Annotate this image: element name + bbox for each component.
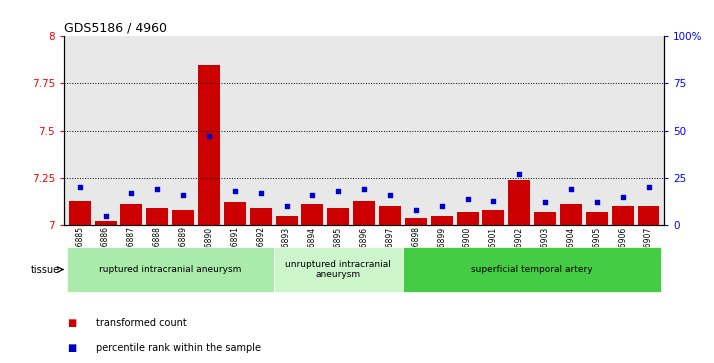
Text: superficial temporal artery: superficial temporal artery xyxy=(471,265,593,274)
Bar xyxy=(276,216,298,225)
Bar xyxy=(172,210,194,225)
Bar xyxy=(95,221,116,225)
Point xyxy=(100,213,111,219)
Point xyxy=(384,192,396,198)
Bar xyxy=(250,208,272,225)
Text: ruptured intracranial aneurysm: ruptured intracranial aneurysm xyxy=(99,265,241,274)
Point xyxy=(203,134,215,139)
Point xyxy=(255,190,266,196)
Bar xyxy=(612,206,633,225)
Point xyxy=(126,190,137,196)
Bar xyxy=(585,212,608,225)
Point xyxy=(591,200,603,205)
Bar xyxy=(146,208,169,225)
Bar xyxy=(431,216,453,225)
Point xyxy=(178,192,189,198)
Bar xyxy=(69,200,91,225)
Point xyxy=(229,188,241,194)
Point xyxy=(358,186,370,192)
Point xyxy=(617,194,628,200)
Text: ■: ■ xyxy=(67,343,76,354)
Point xyxy=(151,186,163,192)
Point xyxy=(307,192,318,198)
Point xyxy=(565,186,577,192)
Point xyxy=(436,203,448,209)
Bar xyxy=(301,204,323,225)
Bar xyxy=(379,206,401,225)
Bar xyxy=(121,204,143,225)
Text: unruptured intracranial
aneurysm: unruptured intracranial aneurysm xyxy=(286,260,391,279)
Bar xyxy=(224,203,246,225)
Bar xyxy=(483,210,504,225)
Bar xyxy=(327,208,349,225)
Point xyxy=(410,207,421,213)
Bar xyxy=(353,200,375,225)
Bar xyxy=(560,204,582,225)
Point xyxy=(281,203,292,209)
Bar xyxy=(638,206,660,225)
Bar xyxy=(534,212,556,225)
Point xyxy=(643,184,654,190)
Bar xyxy=(508,180,531,225)
Bar xyxy=(456,212,478,225)
Text: GDS5186 / 4960: GDS5186 / 4960 xyxy=(64,22,167,35)
Text: percentile rank within the sample: percentile rank within the sample xyxy=(96,343,261,354)
Point xyxy=(488,197,499,203)
Point xyxy=(333,188,344,194)
Text: tissue: tissue xyxy=(31,265,60,274)
Text: transformed count: transformed count xyxy=(96,318,187,328)
Bar xyxy=(405,217,427,225)
Point xyxy=(513,171,525,177)
Bar xyxy=(198,65,220,225)
Point xyxy=(74,184,86,190)
Point xyxy=(462,196,473,201)
Point xyxy=(539,200,550,205)
Text: ■: ■ xyxy=(67,318,76,328)
